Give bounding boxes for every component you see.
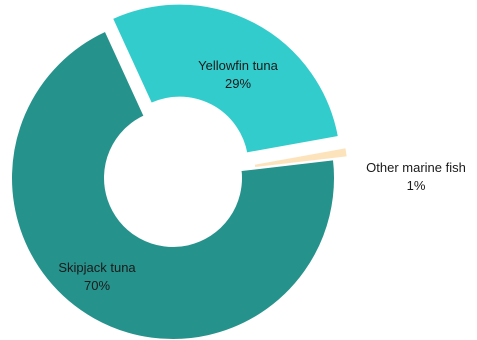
slice-yellowfin-tuna [110,2,341,155]
slice-value-skipjack-tuna: 70% [84,278,110,293]
slice-value-yellowfin-tuna: 29% [225,76,251,91]
slice-label-other-marine-fish: Other marine fish [366,160,466,175]
slice-label-yellowfin-tuna: Yellowfin tuna [198,58,279,73]
slice-label-skipjack-tuna: Skipjack tuna [58,260,136,275]
slice-skipjack-tuna [10,29,336,340]
slice-value-other-marine-fish: 1% [407,178,426,193]
